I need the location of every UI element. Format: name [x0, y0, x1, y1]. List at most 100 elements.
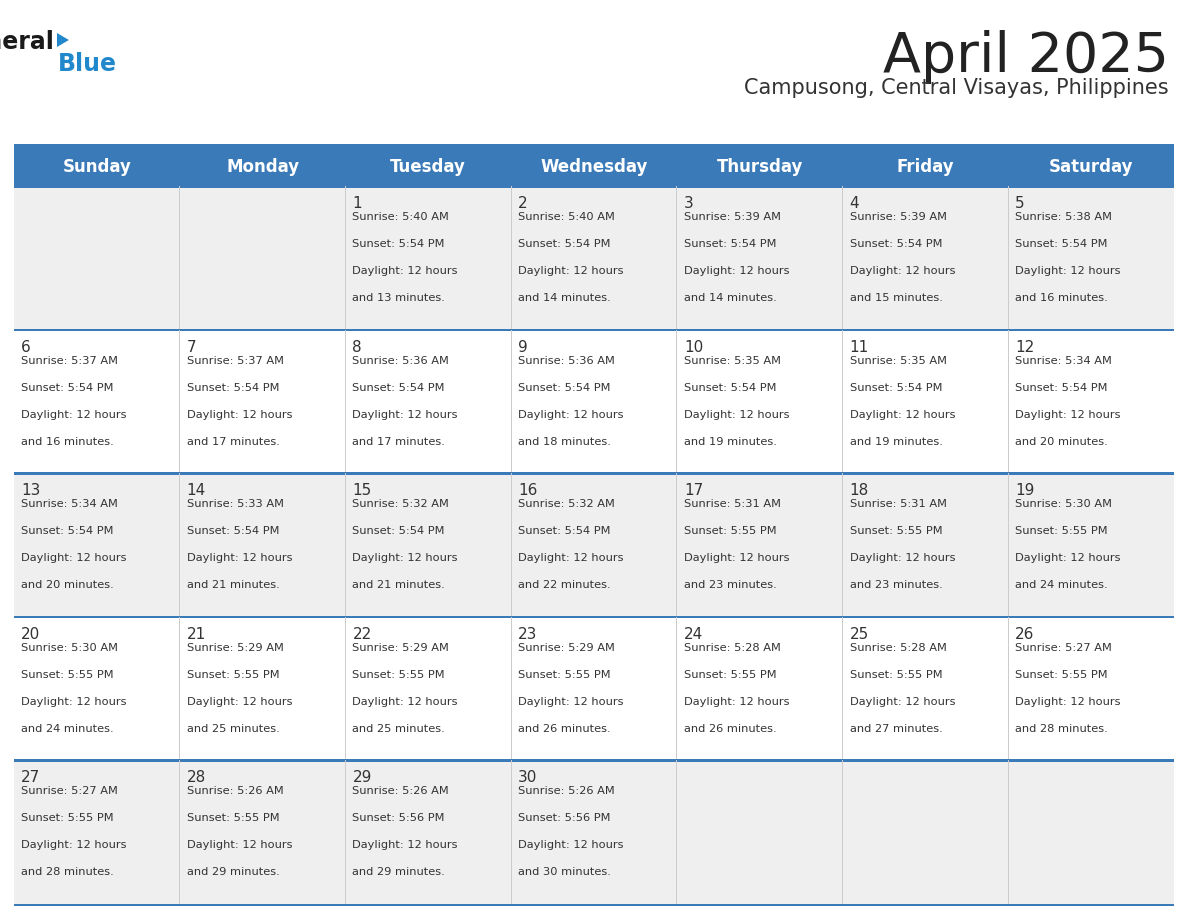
Text: Sunset: 5:54 PM: Sunset: 5:54 PM: [187, 526, 279, 536]
Text: 22: 22: [353, 627, 372, 642]
Text: Sunrise: 5:27 AM: Sunrise: 5:27 AM: [21, 787, 118, 797]
Bar: [14, 903, 1174, 906]
Text: Daylight: 12 hours: Daylight: 12 hours: [187, 554, 292, 564]
Text: Sunrise: 5:35 AM: Sunrise: 5:35 AM: [849, 355, 947, 365]
Text: Sunset: 5:54 PM: Sunset: 5:54 PM: [518, 383, 611, 393]
Text: and 13 minutes.: and 13 minutes.: [353, 293, 446, 303]
Text: Campusong, Central Visayas, Philippines: Campusong, Central Visayas, Philippines: [745, 78, 1169, 98]
Text: Sunrise: 5:39 AM: Sunrise: 5:39 AM: [849, 212, 947, 222]
Text: Sunset: 5:54 PM: Sunset: 5:54 PM: [849, 383, 942, 393]
Text: 11: 11: [849, 340, 868, 354]
Bar: [14, 473, 1174, 617]
Text: Daylight: 12 hours: Daylight: 12 hours: [21, 409, 126, 420]
Text: and 14 minutes.: and 14 minutes.: [518, 293, 611, 303]
Text: Saturday: Saturday: [1049, 158, 1133, 176]
Text: 8: 8: [353, 340, 362, 354]
Text: and 23 minutes.: and 23 minutes.: [849, 580, 942, 590]
Text: and 24 minutes.: and 24 minutes.: [21, 724, 114, 733]
Text: and 25 minutes.: and 25 minutes.: [353, 724, 446, 733]
Text: and 18 minutes.: and 18 minutes.: [518, 437, 611, 447]
Text: April 2025: April 2025: [883, 30, 1169, 84]
Text: Sunset: 5:54 PM: Sunset: 5:54 PM: [518, 526, 611, 536]
Text: Sunrise: 5:40 AM: Sunrise: 5:40 AM: [518, 212, 615, 222]
Text: 19: 19: [1016, 483, 1035, 498]
Text: Sunday: Sunday: [63, 158, 132, 176]
Bar: [14, 472, 1174, 475]
Text: 29: 29: [353, 770, 372, 786]
Bar: [14, 330, 1174, 473]
Text: Sunset: 5:54 PM: Sunset: 5:54 PM: [21, 383, 114, 393]
Bar: [14, 186, 1174, 330]
Text: 1: 1: [353, 196, 362, 211]
Text: Daylight: 12 hours: Daylight: 12 hours: [849, 409, 955, 420]
Text: Sunset: 5:55 PM: Sunset: 5:55 PM: [187, 813, 279, 823]
Text: Sunrise: 5:30 AM: Sunrise: 5:30 AM: [21, 643, 118, 653]
Polygon shape: [57, 33, 69, 47]
Text: Sunrise: 5:29 AM: Sunrise: 5:29 AM: [518, 643, 615, 653]
Text: Daylight: 12 hours: Daylight: 12 hours: [518, 554, 624, 564]
Text: Sunrise: 5:26 AM: Sunrise: 5:26 AM: [518, 787, 615, 797]
Text: Sunset: 5:54 PM: Sunset: 5:54 PM: [1016, 239, 1107, 249]
Text: Sunrise: 5:37 AM: Sunrise: 5:37 AM: [187, 355, 284, 365]
Text: 28: 28: [187, 770, 206, 786]
Text: Sunset: 5:55 PM: Sunset: 5:55 PM: [353, 670, 446, 680]
Text: and 19 minutes.: and 19 minutes.: [684, 437, 777, 447]
Text: Sunset: 5:56 PM: Sunset: 5:56 PM: [353, 813, 446, 823]
Text: 27: 27: [21, 770, 40, 786]
Text: Sunset: 5:54 PM: Sunset: 5:54 PM: [1016, 383, 1107, 393]
Text: Daylight: 12 hours: Daylight: 12 hours: [1016, 554, 1120, 564]
Text: 14: 14: [187, 483, 206, 498]
Text: Sunset: 5:54 PM: Sunset: 5:54 PM: [353, 383, 446, 393]
Text: Blue: Blue: [58, 52, 116, 76]
Text: and 23 minutes.: and 23 minutes.: [684, 580, 777, 590]
Text: and 25 minutes.: and 25 minutes.: [187, 724, 279, 733]
Text: Sunset: 5:55 PM: Sunset: 5:55 PM: [849, 526, 942, 536]
Text: Sunrise: 5:37 AM: Sunrise: 5:37 AM: [21, 355, 118, 365]
Text: Tuesday: Tuesday: [391, 158, 466, 176]
Text: General: General: [0, 30, 55, 54]
Text: and 21 minutes.: and 21 minutes.: [187, 580, 279, 590]
Text: Daylight: 12 hours: Daylight: 12 hours: [684, 554, 789, 564]
Text: Monday: Monday: [226, 158, 299, 176]
Text: 24: 24: [684, 627, 703, 642]
Text: 16: 16: [518, 483, 537, 498]
Text: 26: 26: [1016, 627, 1035, 642]
Text: Sunrise: 5:38 AM: Sunrise: 5:38 AM: [1016, 212, 1112, 222]
Text: and 20 minutes.: and 20 minutes.: [21, 580, 114, 590]
Text: 13: 13: [21, 483, 40, 498]
Text: Sunrise: 5:30 AM: Sunrise: 5:30 AM: [1016, 499, 1112, 509]
Text: and 21 minutes.: and 21 minutes.: [353, 580, 446, 590]
Text: Daylight: 12 hours: Daylight: 12 hours: [187, 409, 292, 420]
Text: Sunset: 5:55 PM: Sunset: 5:55 PM: [1016, 526, 1108, 536]
Text: Daylight: 12 hours: Daylight: 12 hours: [21, 841, 126, 850]
Text: 23: 23: [518, 627, 537, 642]
Text: and 30 minutes.: and 30 minutes.: [518, 868, 611, 878]
Text: 5: 5: [1016, 196, 1025, 211]
Text: and 16 minutes.: and 16 minutes.: [21, 437, 114, 447]
Text: Sunrise: 5:32 AM: Sunrise: 5:32 AM: [353, 499, 449, 509]
Text: Sunrise: 5:27 AM: Sunrise: 5:27 AM: [1016, 643, 1112, 653]
Bar: [14, 760, 1174, 904]
Text: Sunrise: 5:36 AM: Sunrise: 5:36 AM: [518, 355, 615, 365]
Text: Daylight: 12 hours: Daylight: 12 hours: [849, 266, 955, 276]
Text: Daylight: 12 hours: Daylight: 12 hours: [1016, 409, 1120, 420]
Text: and 28 minutes.: and 28 minutes.: [21, 868, 114, 878]
Text: Sunset: 5:55 PM: Sunset: 5:55 PM: [21, 670, 114, 680]
Text: Daylight: 12 hours: Daylight: 12 hours: [353, 841, 457, 850]
Text: Daylight: 12 hours: Daylight: 12 hours: [684, 409, 789, 420]
Text: Sunset: 5:55 PM: Sunset: 5:55 PM: [21, 813, 114, 823]
Text: Sunrise: 5:40 AM: Sunrise: 5:40 AM: [353, 212, 449, 222]
Bar: [14, 185, 1174, 187]
Text: Sunrise: 5:28 AM: Sunrise: 5:28 AM: [849, 643, 947, 653]
Text: Daylight: 12 hours: Daylight: 12 hours: [1016, 266, 1120, 276]
Text: Sunrise: 5:26 AM: Sunrise: 5:26 AM: [187, 787, 284, 797]
Text: and 14 minutes.: and 14 minutes.: [684, 293, 777, 303]
Text: Daylight: 12 hours: Daylight: 12 hours: [353, 409, 457, 420]
Bar: [14, 616, 1174, 619]
Text: Sunrise: 5:34 AM: Sunrise: 5:34 AM: [1016, 355, 1112, 365]
Bar: [14, 144, 1174, 148]
Bar: [14, 329, 1174, 331]
Text: Daylight: 12 hours: Daylight: 12 hours: [21, 554, 126, 564]
Text: Sunrise: 5:31 AM: Sunrise: 5:31 AM: [849, 499, 947, 509]
Text: and 17 minutes.: and 17 minutes.: [187, 437, 279, 447]
